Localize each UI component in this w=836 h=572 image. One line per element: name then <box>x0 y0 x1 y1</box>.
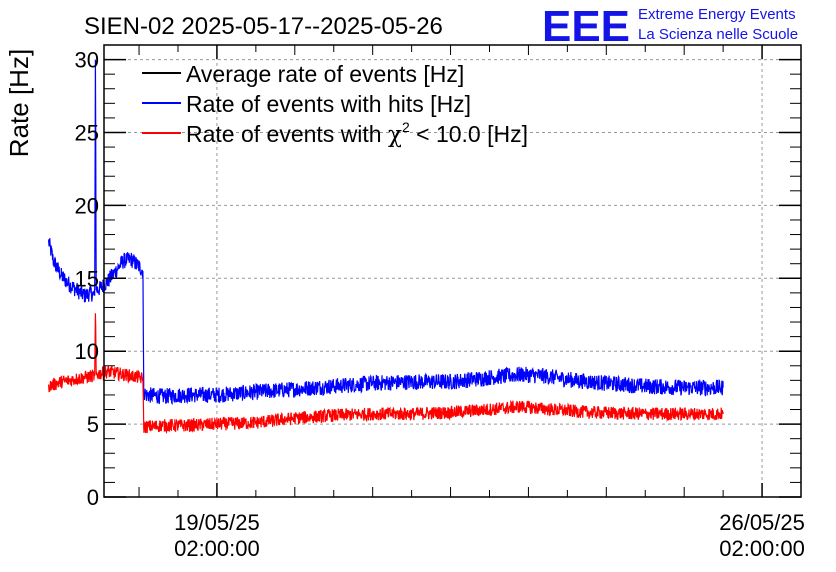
y-tick-label: 0 <box>87 485 99 510</box>
data-series <box>48 59 724 435</box>
series-chi2-line <box>48 313 724 435</box>
y-tick-label: 30 <box>75 48 99 73</box>
legend-label-hits: Rate of events with hits [Hz] <box>186 91 471 117</box>
legend-label-average: Average rate of events [Hz] <box>186 61 464 87</box>
eee-logo-line2: La Scienza nelle Scuole <box>638 26 798 43</box>
x-tick-time-label: 02:00:00 <box>719 536 805 561</box>
y-tick-label: 25 <box>75 120 99 145</box>
grid-lines <box>104 45 801 497</box>
y-tick-label: 10 <box>75 339 99 364</box>
x-tick-time-label: 02:00:00 <box>174 536 260 561</box>
chart-title: SIEN-02 2025-05-17--2025-05-26 <box>84 13 443 40</box>
axes: 05101520253019/05/2502:00:0026/05/2502:0… <box>75 44 805 561</box>
x-tick-date-label: 19/05/25 <box>174 510 260 535</box>
x-tick-date-label: 26/05/25 <box>719 510 805 535</box>
legend: Average rate of events [Hz] Rate of even… <box>142 61 528 148</box>
y-tick-label: 5 <box>87 412 99 437</box>
y-axis-label: Rate [Hz] <box>4 49 34 157</box>
legend-label-chi2: Rate of events with χ2 < 10.0 [Hz] <box>186 119 528 148</box>
eee-logo-line1: Extreme Energy Events <box>638 6 796 23</box>
eee-logo: EEE Extreme Energy Events La Scienza nel… <box>542 2 798 51</box>
plot-frame <box>103 44 802 498</box>
eee-logo-mark: EEE <box>542 2 630 51</box>
y-tick-label: 20 <box>75 193 99 218</box>
series-hits-line <box>48 59 724 406</box>
y-tick-label: 15 <box>75 266 99 291</box>
